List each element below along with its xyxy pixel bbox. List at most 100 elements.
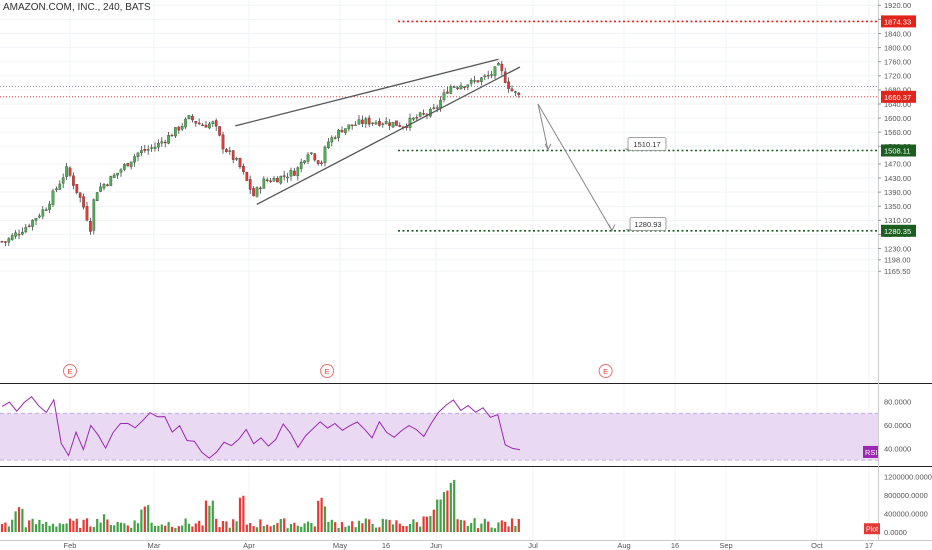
volume-bar bbox=[378, 527, 381, 532]
level-price-tag bbox=[881, 15, 916, 28]
candle-body bbox=[157, 142, 160, 148]
volume-bar bbox=[41, 523, 44, 532]
price-tick-label: 1560.00 bbox=[884, 128, 911, 137]
volume-bar bbox=[4, 522, 7, 532]
volume-bar bbox=[381, 518, 384, 532]
candle-body bbox=[248, 179, 252, 190]
candle-body bbox=[92, 199, 96, 231]
candle-body bbox=[225, 149, 228, 153]
candle-body bbox=[296, 167, 300, 177]
volume-bar bbox=[0, 524, 4, 532]
volume-badge bbox=[864, 523, 880, 535]
candle-body bbox=[221, 134, 225, 150]
candle-body bbox=[469, 79, 473, 84]
volume-bar bbox=[402, 525, 405, 532]
candle-body bbox=[350, 124, 354, 127]
candle-body bbox=[21, 231, 24, 235]
volume-tick-label: 1200000.0000 bbox=[884, 472, 932, 481]
volume-bar bbox=[368, 519, 371, 532]
volume-bar bbox=[150, 522, 153, 532]
price-tick-label: 1350.00 bbox=[884, 202, 911, 211]
candle-body bbox=[286, 176, 289, 179]
candle-body bbox=[384, 121, 388, 125]
rsi-series-line bbox=[1, 395, 521, 459]
candle-body bbox=[429, 108, 432, 117]
candle-body bbox=[299, 161, 303, 169]
candle-body bbox=[282, 175, 286, 177]
candles bbox=[0, 60, 521, 247]
candle-body bbox=[38, 215, 41, 218]
price-axis: 1920.001880.001840.001800.001760.001720.… bbox=[878, 1, 916, 276]
volume-bar bbox=[96, 518, 99, 532]
candle-body bbox=[276, 178, 279, 183]
volume-bar bbox=[466, 525, 469, 532]
volume-bar bbox=[262, 526, 265, 532]
price-tick-label: 1430.00 bbox=[884, 174, 911, 183]
volume-bar bbox=[55, 526, 58, 532]
volume-bar bbox=[357, 520, 361, 532]
candle-body bbox=[408, 117, 412, 128]
candle-body bbox=[388, 122, 391, 126]
price-tick-label: 1840.00 bbox=[884, 29, 911, 38]
candle-body bbox=[146, 149, 150, 151]
candle-body bbox=[177, 126, 181, 131]
candle-body bbox=[58, 183, 62, 190]
volume-bar bbox=[211, 500, 214, 532]
candle-body bbox=[160, 141, 164, 144]
volume-bar bbox=[147, 505, 150, 532]
candle-body bbox=[255, 187, 259, 197]
candle-body bbox=[476, 80, 480, 83]
candle-body bbox=[344, 128, 347, 133]
volume-bar bbox=[252, 526, 255, 532]
volume-bar bbox=[133, 520, 136, 532]
candle-body bbox=[446, 91, 449, 94]
volume-bar bbox=[476, 528, 480, 532]
price-tick-label: 1760.00 bbox=[884, 58, 911, 67]
candle-body bbox=[442, 92, 446, 100]
volume-bar bbox=[62, 524, 65, 532]
arrowhead-1 bbox=[544, 143, 552, 151]
candle-body bbox=[0, 241, 4, 243]
candle-body bbox=[398, 125, 402, 127]
volume-bar bbox=[167, 521, 170, 532]
candle-body bbox=[323, 146, 327, 163]
candle-body bbox=[44, 209, 48, 211]
candle-body bbox=[55, 188, 58, 191]
candle-body bbox=[136, 152, 140, 157]
volume-bar bbox=[235, 521, 238, 532]
volume-bar bbox=[14, 511, 17, 532]
candle-body bbox=[180, 126, 184, 130]
volume-bar bbox=[157, 525, 160, 532]
volume-bar bbox=[419, 526, 422, 532]
volume-bar bbox=[473, 518, 476, 532]
volume-bar bbox=[208, 505, 211, 532]
volume-bar bbox=[395, 520, 398, 532]
volume-tick-label: 0.0000 bbox=[884, 528, 907, 537]
price-callout-box bbox=[627, 137, 667, 151]
rsi-band bbox=[0, 412, 878, 461]
projection-arrow-2 bbox=[537, 103, 613, 231]
candle-body bbox=[269, 180, 272, 182]
earnings-marker-label: E bbox=[325, 367, 330, 376]
candle-body bbox=[24, 227, 28, 233]
candle-body bbox=[10, 235, 14, 240]
volume-bar bbox=[215, 518, 218, 532]
volume-bar bbox=[334, 522, 337, 532]
volume-bar bbox=[228, 527, 231, 532]
candle-body bbox=[391, 122, 395, 128]
volume-bar bbox=[436, 499, 439, 532]
volume-bar bbox=[28, 520, 31, 532]
candle-body bbox=[68, 167, 72, 176]
candle-body bbox=[89, 221, 92, 232]
candle-body bbox=[347, 124, 351, 130]
candle-body bbox=[422, 113, 425, 115]
volume-bar bbox=[58, 523, 61, 532]
volume-bar bbox=[65, 523, 68, 532]
candle-body bbox=[337, 129, 340, 138]
level-price-tag bbox=[881, 144, 916, 157]
volume-bar bbox=[507, 526, 510, 532]
volume-bar bbox=[408, 523, 412, 532]
volume-bar bbox=[412, 519, 415, 532]
candle-body bbox=[327, 141, 330, 148]
